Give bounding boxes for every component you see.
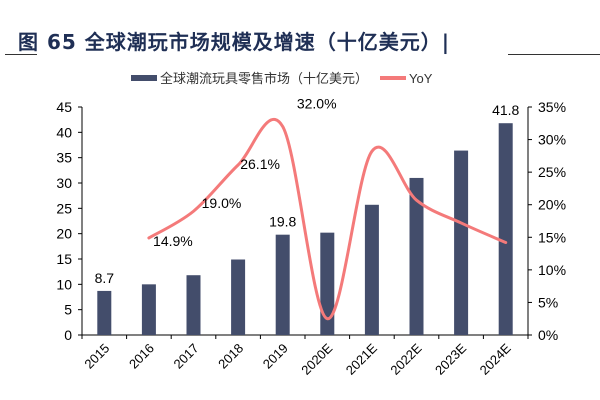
bar-2022E — [409, 177, 424, 335]
x-tick-label: 2017 — [171, 341, 202, 372]
legend-swatch-line — [380, 76, 406, 80]
bar-2024E — [498, 123, 513, 335]
right-tick-label: 30% — [538, 132, 566, 148]
right-tick-label: 15% — [538, 229, 566, 245]
left-tick-label: 15 — [56, 251, 72, 267]
left-tick-label: 20 — [56, 226, 72, 242]
bar-2020E — [320, 232, 335, 335]
yoy-data-label: 14.9% — [153, 233, 193, 249]
bar-2021E — [364, 204, 379, 335]
right-tick-label: 5% — [538, 294, 558, 310]
legend-swatch-bar — [131, 75, 157, 81]
chart-title: 图 65 全球潮玩市场规模及增速（十亿美元）| — [18, 30, 451, 54]
bar-2023E — [454, 150, 469, 335]
right-tick-label: 35% — [538, 99, 566, 115]
bar-2017 — [186, 275, 201, 335]
bar-data-label: 8.7 — [95, 270, 115, 286]
title-rule — [508, 54, 600, 55]
bar-2018 — [231, 259, 246, 335]
bar-2015 — [97, 290, 112, 335]
right-tick-label: 25% — [538, 164, 566, 180]
x-tick-label: 2020E — [298, 340, 335, 377]
x-tick-label: 2022E — [387, 340, 424, 377]
left-tick-label: 35 — [56, 150, 72, 166]
left-tick-label: 40 — [56, 124, 72, 140]
yoy-data-label: 32.0% — [297, 96, 337, 112]
left-tick-label: 25 — [56, 200, 72, 216]
left-tick-label: 0 — [64, 327, 72, 343]
yoy-line — [147, 117, 508, 321]
left-tick-label: 10 — [56, 276, 72, 292]
bar-data-label: 19.8 — [269, 214, 296, 230]
x-tick-label: 2019 — [260, 341, 291, 372]
yoy-data-label: 26.1% — [240, 156, 280, 172]
yoy-data-label: 19.0% — [202, 195, 242, 211]
legend-label-bar: 全球潮流玩具零售市场（十亿美元） — [160, 71, 368, 86]
bar-2016 — [141, 284, 156, 335]
right-tick-label: 20% — [538, 197, 566, 213]
x-tick-label: 2024E — [477, 340, 514, 377]
x-tick-label: 2018 — [215, 341, 246, 372]
x-tick-label: 2016 — [126, 341, 157, 372]
right-tick-label: 0% — [538, 327, 558, 343]
left-tick-label: 5 — [64, 302, 72, 318]
legend-label-line: YoY — [409, 71, 433, 86]
x-tick-label: 2023E — [432, 340, 469, 377]
right-tick-label: 10% — [538, 262, 566, 278]
x-tick-label: 2021E — [343, 340, 380, 377]
bar-2019 — [275, 234, 290, 335]
left-tick-label: 45 — [56, 99, 72, 115]
left-tick-label: 30 — [56, 175, 72, 191]
x-tick-label: 2015 — [81, 341, 112, 372]
bar-data-label: 41.8 — [492, 102, 519, 118]
title-rule — [5, 54, 37, 55]
